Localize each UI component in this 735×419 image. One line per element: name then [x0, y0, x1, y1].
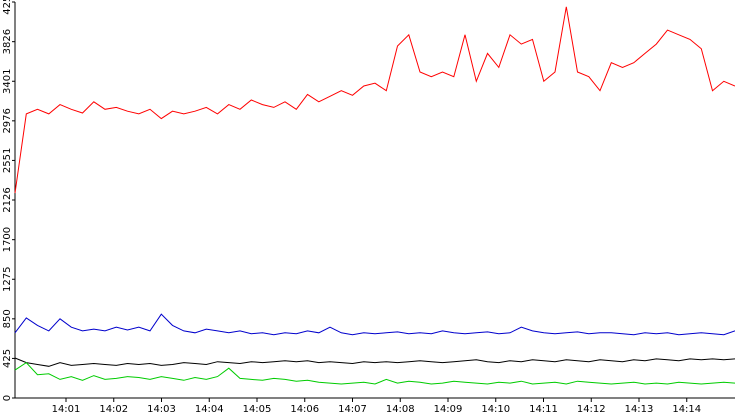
x-tick-label: 14:05 — [243, 404, 272, 415]
y-tick-label: 1275 — [2, 267, 13, 292]
y-tick-label: 2126 — [2, 187, 13, 212]
x-tick-label: 14:03 — [147, 404, 176, 415]
x-tick-label: 14:09 — [434, 404, 463, 415]
x-tick-label: 14:06 — [290, 404, 319, 415]
y-tick-label: 3826 — [2, 29, 13, 54]
y-tick-label: 2976 — [2, 108, 13, 133]
series-line-4 — [14, 361, 735, 385]
x-tick-label: 14:08 — [386, 404, 415, 415]
y-tick-label: 2551 — [2, 148, 13, 173]
x-tick-label: 14:13 — [625, 404, 654, 415]
x-tick-label: 14:11 — [529, 404, 558, 415]
x-tick-label: 14:04 — [195, 404, 224, 415]
y-tick-label: 3401 — [2, 69, 13, 94]
y-tick-label: 425 — [2, 349, 13, 368]
x-tick-label: 14:14 — [672, 404, 701, 415]
x-tick-label: 14:10 — [481, 404, 510, 415]
series-line-1 — [14, 6, 735, 194]
y-tick-label: 4252 — [2, 0, 13, 15]
x-tick-label: 14:07 — [338, 404, 367, 415]
x-tick-label: 14:02 — [99, 404, 128, 415]
x-tick-label: 14:12 — [577, 404, 606, 415]
y-tick-label: 0 — [2, 395, 13, 401]
x-tick-label: 14:01 — [52, 404, 81, 415]
series-line-3 — [14, 357, 735, 367]
y-tick-label: 1700 — [2, 227, 13, 252]
y-tick-label: 850 — [2, 309, 13, 328]
series-line-2 — [14, 313, 735, 336]
